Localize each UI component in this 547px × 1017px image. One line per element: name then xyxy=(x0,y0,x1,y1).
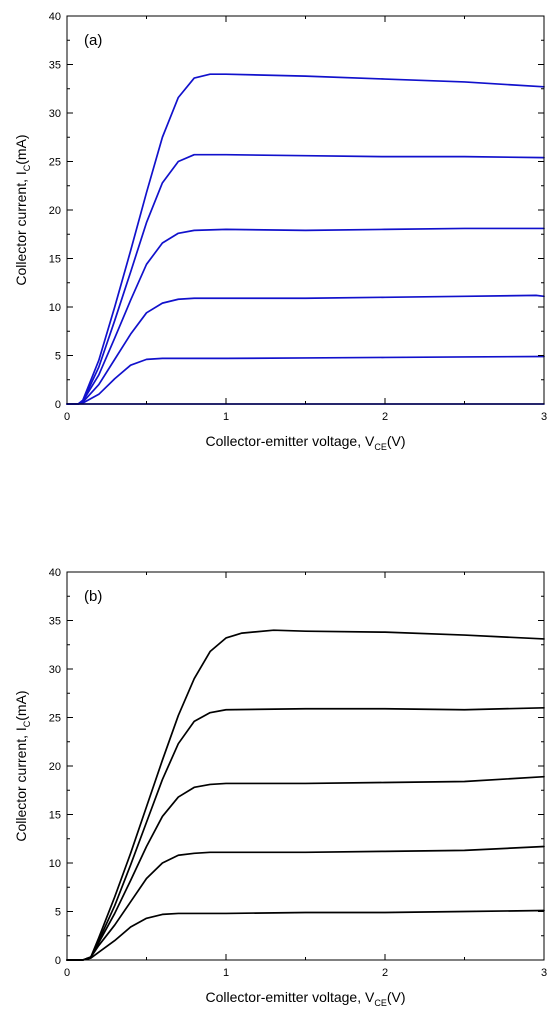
y-tick-label: 40 xyxy=(49,11,61,23)
x-tick-label: 1 xyxy=(223,411,229,423)
plot-frame xyxy=(66,571,545,961)
panel-label: (a) xyxy=(84,32,102,49)
y-tick-label: 40 xyxy=(49,567,61,579)
y-tick-label: 10 xyxy=(49,858,61,870)
y-tick-label: 30 xyxy=(49,108,61,120)
x-tick-label: 0 xyxy=(64,967,70,979)
y-tick-label: 35 xyxy=(49,60,61,72)
y-axis-title: Collector current, IC(mA) xyxy=(13,690,32,841)
x-axis-title: Collector-emitter voltage, VCE(V) xyxy=(205,989,405,1008)
y-tick-label: 20 xyxy=(49,205,61,217)
plot-frame xyxy=(66,15,545,405)
x-tick-label: 2 xyxy=(382,411,388,423)
y-tick-label: 30 xyxy=(49,664,61,676)
x-tick-label: 1 xyxy=(223,967,229,979)
x-tick-label: 3 xyxy=(541,967,547,979)
x-tick-label: 2 xyxy=(382,967,388,979)
y-tick-label: 25 xyxy=(49,713,61,725)
y-tick-label: 5 xyxy=(55,907,61,919)
series-line xyxy=(66,629,545,961)
y-tick-label: 15 xyxy=(49,810,61,822)
y-tick-label: 0 xyxy=(55,399,61,411)
series-line xyxy=(66,294,545,405)
chart-panel-a: 0 1 2 30510152025303540(a)Collector-emitter… xyxy=(13,11,547,452)
y-tick-label: 15 xyxy=(49,254,61,266)
series-line xyxy=(66,355,545,405)
y-tick-label: 0 xyxy=(55,955,61,967)
series-line xyxy=(66,909,545,961)
chart-panel-b: 0 1 2 30510152025303540(b)Collector-emitter… xyxy=(13,567,547,1008)
x-tick-label: 0 xyxy=(64,411,70,423)
series-line xyxy=(66,227,545,405)
x-tick-label: 3 xyxy=(541,411,547,423)
y-tick-label: 5 xyxy=(55,351,61,363)
panel-label: (b) xyxy=(84,588,102,605)
y-axis-title: Collector current, IC(mA) xyxy=(13,134,32,285)
y-tick-label: 10 xyxy=(49,302,61,314)
y-tick-label: 20 xyxy=(49,761,61,773)
y-tick-label: 35 xyxy=(49,616,61,628)
series-line xyxy=(66,775,545,961)
x-axis-title: Collector-emitter voltage, VCE(V) xyxy=(205,433,405,452)
series-line xyxy=(66,153,545,405)
y-tick-label: 25 xyxy=(49,157,61,169)
series-line xyxy=(66,73,545,405)
